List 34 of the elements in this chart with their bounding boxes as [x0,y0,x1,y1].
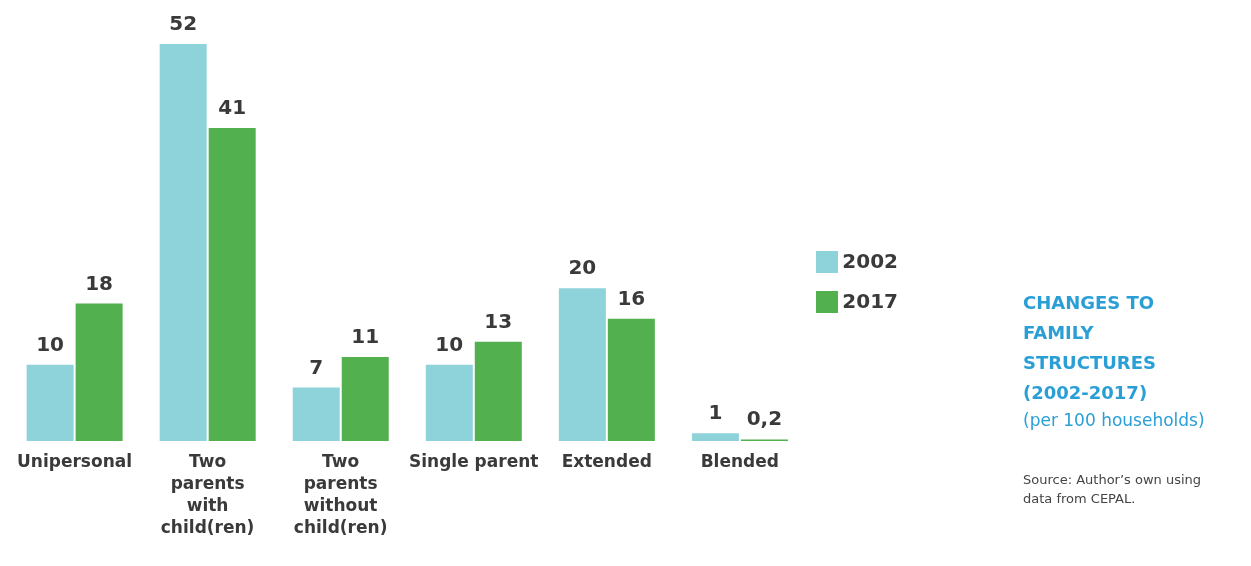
bar [425,364,473,441]
text: CHANGES TO FAMILY STRUCTURES (2002-2017) [1023,291,1157,405]
bar [26,364,74,441]
bar [75,303,123,441]
data-label: 0,2 [746,406,783,431]
data-label: 20 [568,255,597,280]
bar [474,341,522,441]
x-tick-label: Two parents without child(ren) [293,451,388,537]
data-label: 11 [351,324,380,349]
source-note: Source: Author’s own using data from CEPAL. [1023,471,1203,508]
x-tick-label: Blended [700,451,779,471]
x-tick-label: Two parents with child(ren) [160,451,255,537]
x-tick-label: Extended [561,451,652,471]
bar [558,288,606,441]
x-tick-label: Unipersonal [17,451,133,471]
bar [292,387,340,441]
data-label: 7 [309,354,324,379]
data-label: 18 [85,270,114,295]
data-label: 10 [36,331,65,356]
data-label: 1 [708,400,723,425]
x-tick-label: Single parent [408,451,539,471]
bar [159,44,207,441]
bar [691,433,739,441]
data-label: 52 [169,11,198,35]
legend-label: 2002 [842,248,898,273]
legend-label: 2017 [842,288,898,313]
data-label: 16 [617,285,646,310]
bar [607,318,655,441]
bar [208,127,256,441]
data-label: 10 [435,331,464,356]
data-label: 13 [484,308,513,333]
text: (per 100 households) [1023,409,1206,432]
bar [341,357,389,441]
data-label: 41 [218,94,247,119]
